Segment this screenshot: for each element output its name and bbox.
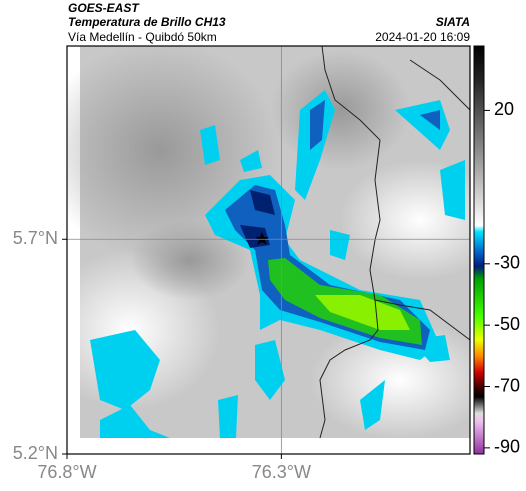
site-marker — [255, 232, 269, 245]
colorbar-tick-label: 20 — [494, 99, 514, 119]
imagery — [67, 46, 470, 454]
x-tick-label: 76.3°W — [252, 462, 311, 482]
brand: SIATA — [436, 15, 470, 29]
title: Temperatura de Brillo CH13 — [68, 15, 226, 29]
source: GOES-EAST — [68, 1, 140, 15]
colorbar — [473, 45, 485, 455]
colorbar-tick-label: -50 — [494, 314, 520, 334]
colorbar-tick-label: -70 — [494, 375, 520, 395]
subtitle: Vía Medellín - Quibdó 50km — [68, 30, 217, 44]
y-tick-label: 5.2°N — [13, 443, 58, 463]
y-tick-label: 5.7°N — [13, 228, 58, 248]
colorbar-tick-label: -90 — [494, 437, 520, 457]
map-frame — [66, 45, 471, 455]
x-tick-label: 76.8°W — [37, 462, 96, 482]
colorbar-tick-label: -30 — [494, 253, 520, 273]
timestamp: 2024-01-20 16:09 — [375, 30, 470, 44]
